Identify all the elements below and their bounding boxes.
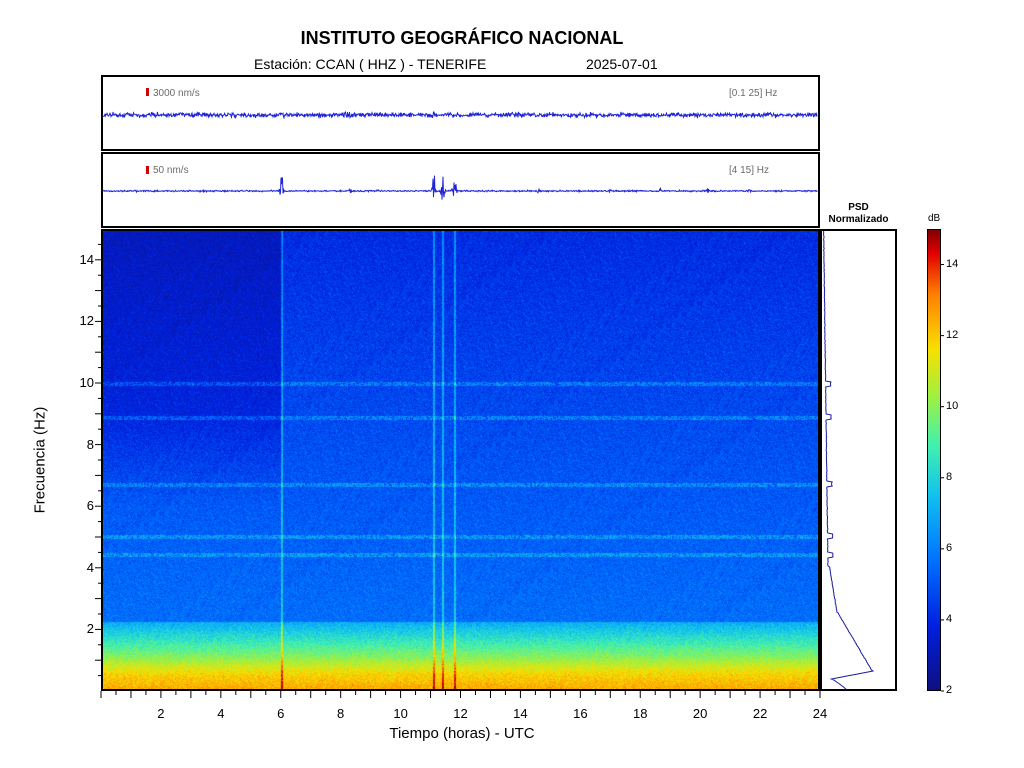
waveform-scale-label: 50 nm/s	[153, 165, 189, 176]
colorbar-tick-label: 2	[946, 684, 953, 696]
x-tick-label: 16	[573, 706, 588, 721]
x-tick-label: 10	[393, 706, 408, 721]
y-tick-label: 12	[79, 313, 94, 329]
colorbar-tick-label: 4	[946, 612, 953, 625]
date-label: 2025-07-01	[586, 56, 658, 72]
x-tick-label: 20	[692, 706, 708, 721]
x-tick-label: 6	[277, 706, 285, 721]
waveform-panel-broadband: 3000 nm/s [0.1 25] Hz	[101, 75, 820, 151]
waveform-scale-label: 3000 nm/s	[153, 88, 200, 99]
psd-panel	[820, 229, 897, 691]
x-tick-label: 4	[217, 706, 225, 721]
x-tick-label: 2	[157, 706, 165, 721]
colorbar-unit: dB	[928, 213, 941, 224]
waveform-panel-filtered: 50 nm/s [4 15] Hz	[101, 152, 820, 228]
colorbar-tick-label: 10	[946, 399, 959, 412]
y-tick-label: 10	[79, 375, 94, 390]
spectrogram-heatmap	[103, 231, 818, 689]
y-tick-label: 4	[86, 559, 94, 575]
colorbar-tick-label: 8	[946, 470, 953, 483]
psd-title: PSD Normalizado	[820, 202, 897, 226]
plot-title: INSTITUTO GEOGRÁFICO NACIONAL	[300, 28, 624, 48]
y-axis-label: Frecuencia (Hz)	[31, 406, 49, 514]
x-axis-label: Tiempo (horas) - UTC	[389, 725, 535, 742]
x-tick-label: 18	[633, 706, 648, 721]
y-tick-label: 14	[79, 251, 94, 267]
colorbar-tick-label: 12	[946, 328, 959, 341]
waveform-trace-broadband	[103, 110, 818, 120]
x-tick-label: 22	[752, 706, 768, 721]
waveform-band-label: [0.1 25] Hz	[729, 88, 778, 99]
colorbar-tick-label: 6	[946, 541, 953, 554]
y-tick-label: 2	[86, 621, 94, 637]
y-tick-label: 8	[86, 436, 94, 452]
colorbar	[927, 229, 941, 691]
y-tick-label: 6	[86, 498, 94, 514]
psd-title-line1: PSD	[848, 202, 869, 213]
x-tick-label: 14	[513, 706, 528, 721]
x-tick-label: 24	[812, 706, 828, 721]
waveform-band-label: [4 15] Hz	[729, 165, 770, 176]
psd-curve	[823, 230, 875, 690]
scale-bar-icon	[146, 166, 149, 174]
station-label: Estación: CCAN ( HHZ ) - TENERIFE	[254, 56, 487, 72]
psd-title-line2: Normalizado	[828, 214, 889, 225]
x-tick-label: 8	[337, 706, 345, 721]
spectrogram-panel	[101, 229, 820, 691]
waveform-trace-filtered	[102, 175, 818, 200]
scale-bar-icon	[146, 88, 149, 96]
x-tick-label: 12	[453, 706, 468, 721]
colorbar-tick-label: 14	[946, 257, 959, 270]
